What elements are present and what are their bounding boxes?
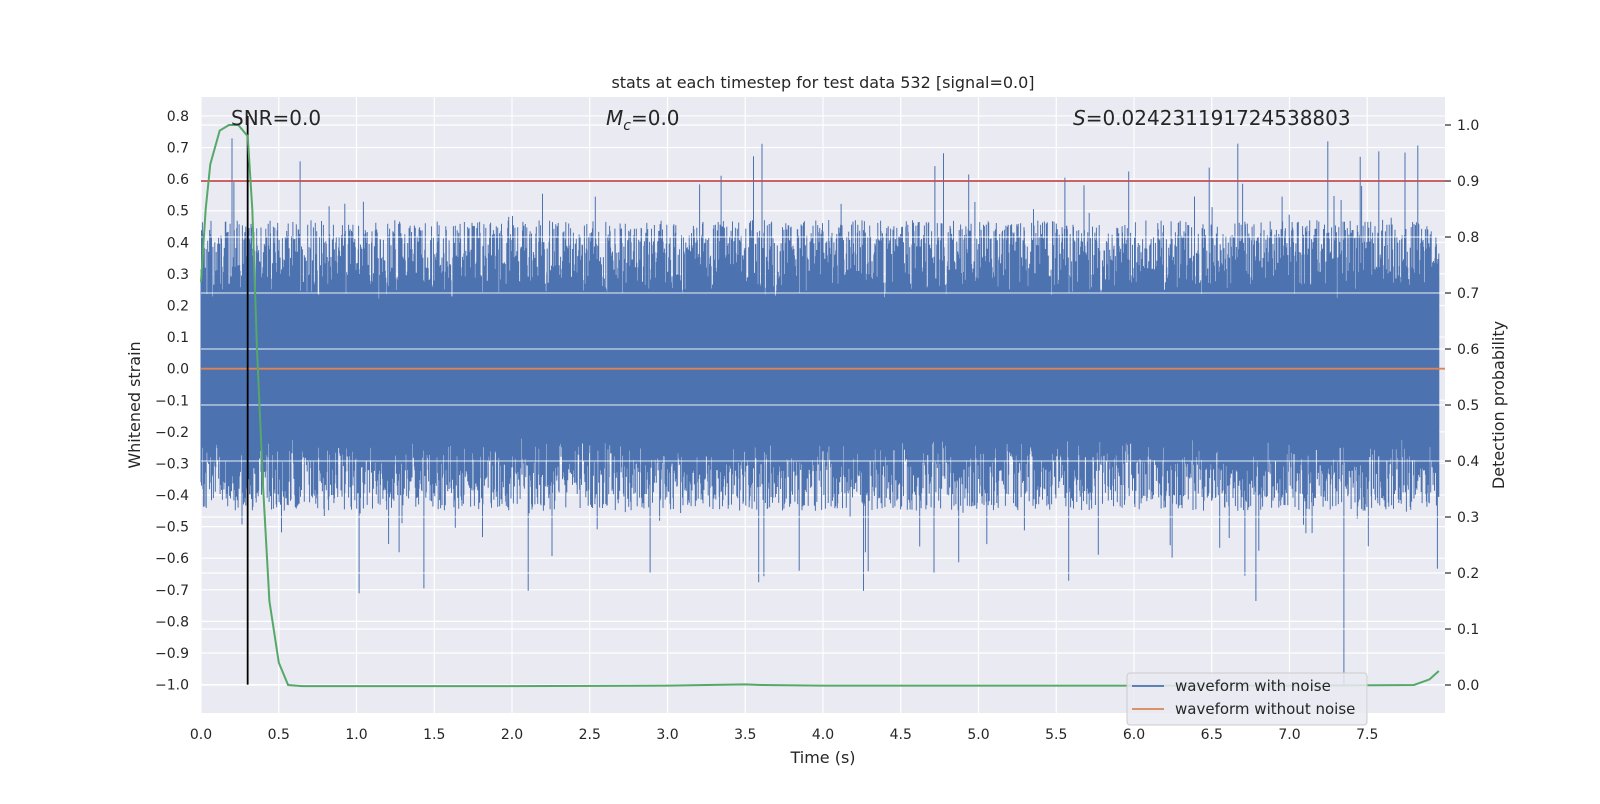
y-tick-label: 0.7 — [167, 141, 189, 157]
y2-axis-label: Detection probability — [1489, 321, 1508, 489]
x-tick-label: 1.0 — [345, 727, 367, 743]
x-tick-label: 3.5 — [734, 727, 756, 743]
y2-tick-label: 0.4 — [1457, 454, 1479, 470]
x-tick-label: 7.5 — [1356, 727, 1378, 743]
y-tick-label: 0.3 — [167, 267, 189, 283]
legend-box — [1126, 672, 1368, 726]
y-tick-label: −0.9 — [155, 646, 189, 662]
x-tick-label: 4.0 — [812, 727, 834, 743]
y-tick-label: −0.2 — [155, 425, 189, 441]
chirp-mass-value: =0.0 — [631, 106, 680, 130]
x-tick-label: 2.0 — [501, 727, 523, 743]
y-tick-label: 0.0 — [167, 362, 189, 378]
s-symbol: S — [1073, 106, 1086, 130]
y-tick-label: −0.7 — [155, 583, 189, 599]
s-value: =0.024231191724538803 — [1086, 106, 1351, 130]
y-tick-label: 0.5 — [167, 204, 189, 220]
y-tick-label: 0.8 — [167, 109, 189, 125]
y-tick-label: −0.4 — [155, 488, 189, 504]
y2-tick-label: 0.1 — [1457, 622, 1479, 638]
x-tick-label: 7.0 — [1278, 727, 1300, 743]
x-tick-label: 2.5 — [579, 727, 601, 743]
x-tick-label: 3.0 — [656, 727, 678, 743]
y2-tick-label: 0.2 — [1457, 566, 1479, 582]
y2-tick-label: 0.0 — [1457, 678, 1479, 694]
x-tick-label: 6.0 — [1123, 727, 1145, 743]
legend-label-noise: waveform with noise — [1175, 677, 1331, 695]
chart-title: stats at each timestep for test data 532… — [611, 73, 1034, 92]
y-tick-label: −0.5 — [155, 520, 189, 536]
y-tick-label: 0.1 — [167, 330, 189, 346]
x-tick-label: 5.5 — [1045, 727, 1067, 743]
y-tick-label: −0.3 — [155, 456, 189, 472]
legend: waveform with noise waveform without noi… — [1126, 672, 1368, 726]
y-tick-label: −0.6 — [155, 551, 189, 567]
y2-tick-label: 0.6 — [1457, 342, 1479, 358]
x-tick-label: 5.0 — [967, 727, 989, 743]
x-tick-label: 1.5 — [423, 727, 445, 743]
y-tick-label: −1.0 — [155, 678, 189, 694]
s-annotation: S=0.024231191724538803 — [1073, 106, 1351, 130]
y-tick-label: 0.2 — [167, 298, 189, 314]
y2-tick-label: 0.5 — [1457, 398, 1479, 414]
x-tick-label: 6.5 — [1201, 727, 1223, 743]
chirp-mass-symbol: M — [606, 106, 623, 130]
chirp-mass-annotation: Mc=0.0 — [606, 106, 680, 134]
series-detection-probability — [200, 124, 1440, 688]
x-tick-label: 0.5 — [268, 727, 290, 743]
y2-tick-label: 0.8 — [1457, 230, 1479, 246]
x-tick-label: 0.0 — [190, 727, 212, 743]
y2-tick-label: 0.9 — [1457, 174, 1479, 190]
y-tick-label: 0.4 — [167, 235, 189, 251]
y-axis-label: Whitened strain — [125, 341, 144, 468]
chirp-mass-subscript: c — [623, 118, 631, 134]
x-axis-label: Time (s) — [789, 748, 855, 767]
y-tick-label: 0.6 — [167, 172, 189, 188]
snr-annotation: SNR=0.0 — [231, 106, 321, 130]
y-tick-label: −0.1 — [155, 393, 189, 409]
legend-label-clean: waveform without noise — [1175, 700, 1355, 718]
x-tick-label: 4.5 — [890, 727, 912, 743]
y2-tick-label: 0.7 — [1457, 286, 1479, 302]
series-lines — [200, 115, 1445, 688]
tick-labels: 0.0 0.5 1.0 1.5 2.0 2.5 3.0 3.5 4.0 4.5 5.0 5.5 6.0 6… — [155, 109, 1479, 743]
y-tick-label: −0.8 — [155, 614, 189, 630]
y2-tick-label: 0.3 — [1457, 510, 1479, 526]
y2-tick-label: 1.0 — [1457, 118, 1479, 134]
